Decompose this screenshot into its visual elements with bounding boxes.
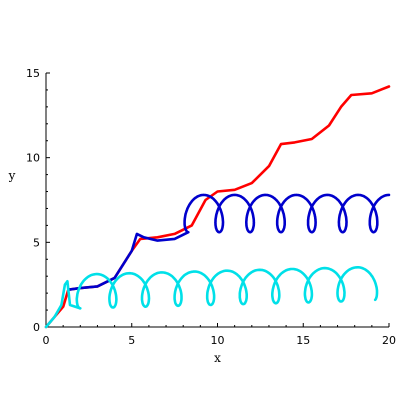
- y-tick-label: 0: [33, 321, 40, 334]
- x-axis-label: x: [214, 351, 221, 365]
- x-tick-label: 15: [296, 334, 310, 347]
- x-tick-label: 0: [43, 334, 50, 347]
- series-line-3: [44, 266, 379, 329]
- y-tick-label: 15: [26, 67, 40, 80]
- series-line-2: [67, 193, 391, 291]
- y-tick-label: 5: [33, 236, 40, 249]
- y-axis-label: y: [8, 169, 16, 183]
- series-group: [44, 85, 391, 329]
- y-tick-label: 10: [26, 152, 40, 165]
- x-tick-label: 5: [128, 334, 135, 347]
- x-tick-label: 10: [211, 334, 225, 347]
- x-tick-label: 20: [382, 334, 396, 347]
- axes: 0 5 10 15 20 0 5 10 15: [26, 67, 396, 347]
